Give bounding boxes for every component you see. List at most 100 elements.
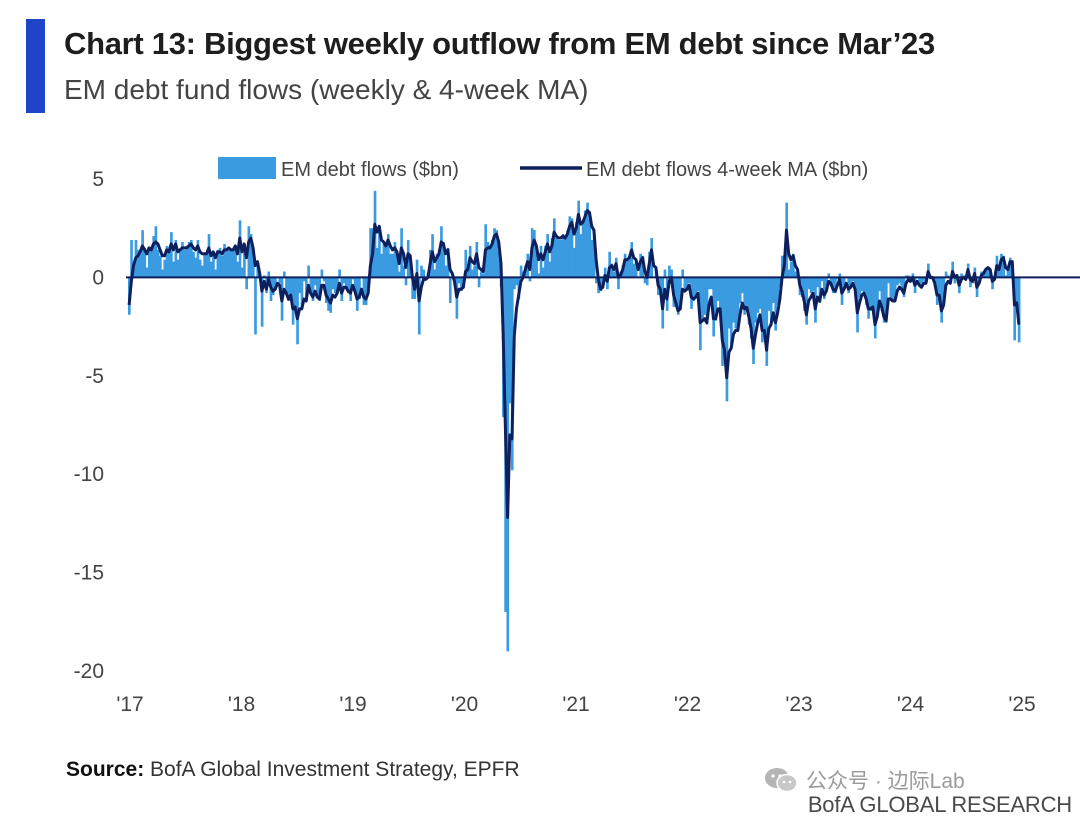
- flow-bar: [198, 259, 202, 278]
- flow-bar: [267, 271, 271, 278]
- flow-bar: [203, 253, 206, 278]
- flow-bar: [606, 277, 609, 290]
- flow-bar: [287, 277, 291, 302]
- flow-bar: [508, 277, 512, 404]
- flow-bar: [723, 277, 727, 361]
- flow-bar: [727, 277, 731, 329]
- flow-bar: [130, 240, 133, 278]
- flow-bar: [758, 277, 762, 309]
- flow-bar: [634, 261, 638, 278]
- flow-bar: [776, 277, 780, 305]
- flow-bar: [473, 265, 476, 278]
- flow-bar: [382, 243, 386, 278]
- flow-bar: [738, 277, 742, 303]
- flow-bar: [871, 277, 875, 307]
- brand-label: BofA GLOBAL RESEARCH: [807, 792, 1072, 817]
- flow-bar: [358, 277, 361, 300]
- flow-bar: [152, 236, 156, 278]
- flow-bar: [214, 269, 217, 278]
- flow-bar: [209, 261, 213, 278]
- flow-bar: [161, 269, 164, 278]
- flow-bar: [769, 277, 773, 321]
- flow-bar: [617, 277, 620, 290]
- flow-bar: [143, 247, 147, 278]
- flow-bar: [313, 277, 317, 286]
- flow-bar: [236, 261, 240, 278]
- flow-bar: [189, 240, 193, 278]
- flow-bar: [745, 277, 749, 305]
- flow-bar: [752, 277, 755, 364]
- y-tick-label: -10: [74, 463, 104, 486]
- flow-bar: [513, 277, 516, 290]
- flow-bar: [893, 277, 897, 302]
- flow-bar: [718, 277, 722, 309]
- flow-bar: [710, 277, 713, 290]
- flow-bar: [854, 277, 857, 294]
- flow-bar: [701, 277, 704, 319]
- flow-bar: [577, 200, 580, 278]
- x-tick-label: '19: [339, 693, 366, 716]
- x-tick-label: '20: [451, 693, 478, 716]
- flow-bar: [842, 277, 846, 286]
- flow-bar: [145, 267, 149, 278]
- flow-bar: [533, 230, 536, 278]
- flow-bar: [311, 277, 315, 302]
- flow-bar: [1017, 277, 1021, 343]
- y-tick-label: -5: [85, 365, 104, 388]
- flow-bar: [834, 277, 837, 294]
- flow-bar: [564, 238, 567, 278]
- flow-bar: [991, 277, 994, 290]
- flow-bar: [997, 269, 1001, 278]
- flow-bar: [612, 271, 616, 278]
- flow-bar: [136, 249, 140, 278]
- flow-bar: [610, 263, 614, 278]
- flow-bar: [471, 269, 474, 278]
- flow-bar: [743, 277, 746, 315]
- flow-bar: [772, 277, 775, 303]
- flow-bar: [176, 259, 180, 278]
- flow-bar: [1015, 277, 1019, 303]
- flow-bar: [767, 277, 771, 311]
- flow-bar: [707, 277, 711, 290]
- flow-bar: [590, 240, 594, 278]
- flow-bar: [557, 240, 561, 278]
- flow-bar: [645, 277, 649, 286]
- flow-bar: [289, 277, 293, 296]
- flow-bar: [800, 277, 804, 298]
- source-label: Source:: [66, 758, 145, 781]
- flow-bar: [150, 247, 153, 278]
- flow-bar: [433, 269, 437, 278]
- flow-bar: [847, 277, 851, 294]
- flow-bar: [827, 273, 831, 278]
- flow-bar: [829, 277, 833, 286]
- flow-bar: [623, 253, 627, 278]
- flow-bar: [338, 269, 341, 278]
- flow-bar: [546, 234, 549, 278]
- flow-bar: [887, 277, 890, 284]
- flow-bars-series: [128, 190, 1021, 652]
- flow-bar: [705, 277, 709, 325]
- flow-bar: [347, 277, 350, 294]
- flow-bar: [626, 259, 629, 278]
- flow-bar: [668, 265, 671, 278]
- x-tick-label: '17: [116, 693, 143, 716]
- flow-bar: [187, 241, 191, 278]
- flow-bar: [528, 277, 532, 282]
- y-tick-label: -20: [74, 660, 104, 683]
- flow-bar: [477, 277, 481, 288]
- flow-bar: [674, 277, 678, 307]
- flow-bar: [1000, 253, 1003, 278]
- flow-bar: [391, 253, 395, 278]
- flow-bar: [628, 257, 631, 278]
- flow-bar: [730, 277, 733, 345]
- flow-bar: [298, 277, 302, 294]
- source-text: BofA Global Investment Strategy, EPFR: [144, 758, 520, 781]
- flow-bar: [608, 251, 611, 278]
- flow-bar: [185, 245, 189, 278]
- flow-bar: [218, 247, 222, 278]
- flow-bar: [911, 273, 915, 278]
- flow-bar: [333, 277, 337, 294]
- flow-bar: [756, 277, 760, 313]
- flow-bar: [572, 247, 576, 278]
